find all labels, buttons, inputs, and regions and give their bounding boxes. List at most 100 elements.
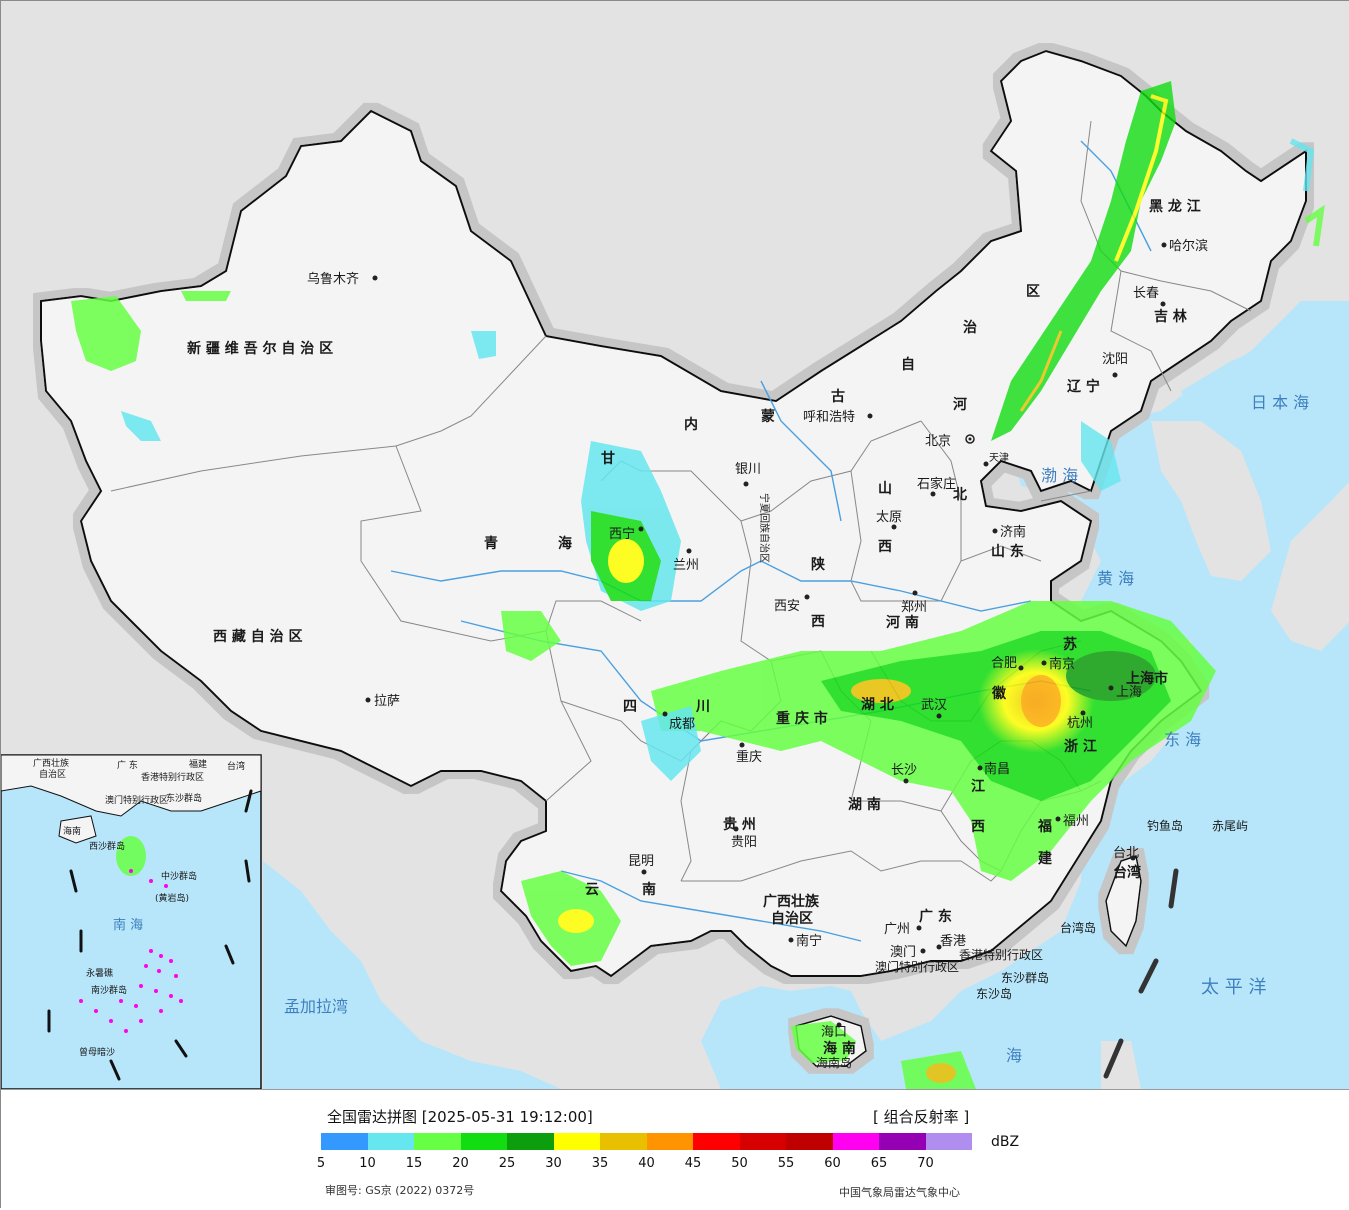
province-taiwan: 台湾 (1113, 864, 1141, 881)
province-qinghai-a: 青 (484, 535, 498, 552)
korea-peninsula (1151, 421, 1271, 581)
city-harbin: 哈尔滨 (1161, 238, 1208, 254)
svg-text:成都: 成都 (669, 717, 695, 732)
sar-labels: 宁夏回族自治区 香港特别行政区 澳门特别行政区 (758, 493, 1043, 974)
scale-swatch-15 (414, 1133, 461, 1150)
svg-text:西安: 西安 (774, 599, 800, 614)
inset-nanhai-label: 南 海 (113, 917, 143, 933)
legend-title: 全国雷达拼图 [2025-05-31 19:12:00] (327, 1108, 593, 1126)
city-xian: 西安 (774, 594, 810, 614)
city-beijing: 北京 (925, 434, 975, 449)
province-nmg-d: 自 (901, 356, 915, 373)
sea-yellow: 黄 海 (1097, 569, 1134, 588)
city-shenyang: 沈阳 (1102, 352, 1128, 378)
scale-tick-45: 45 (684, 1156, 702, 1171)
scale-swatch-55 (786, 1133, 833, 1150)
svg-text:上海: 上海 (1116, 685, 1142, 700)
city-haikou: 海口 (821, 1022, 847, 1040)
province-gansu: 甘 (601, 450, 615, 467)
scale-tick-5: 5 (316, 1156, 326, 1171)
island-taiwan: 台湾岛 (1060, 920, 1096, 935)
svg-text:武汉: 武汉 (921, 698, 947, 713)
svg-text:杭州: 杭州 (1067, 716, 1093, 731)
scale-tick-30: 30 (545, 1156, 562, 1171)
svg-text:乌鲁木齐: 乌鲁木齐 (307, 271, 359, 287)
sea-bengal: 孟加拉湾 (284, 997, 348, 1016)
city-fuzhou: 福州 (1055, 814, 1089, 829)
svg-text:北京: 北京 (925, 434, 951, 449)
city-chengdu: 成都 (662, 711, 695, 732)
scale-swatch-35 (600, 1133, 647, 1150)
svg-text:天津: 天津 (989, 452, 1009, 464)
province-nmg-a: 内 (684, 416, 698, 433)
scale-swatch-60 (832, 1133, 879, 1150)
svg-text:南宁: 南宁 (796, 933, 822, 949)
province-hainan: 海 南 (823, 1040, 856, 1057)
province-shaanxi-a: 陕 (811, 556, 825, 573)
province-fujian-a: 福 (1037, 818, 1052, 835)
province-hubei: 湖 北 (861, 697, 894, 713)
scale-swatch-45 (693, 1133, 740, 1150)
svg-text:昆明: 昆明 (628, 854, 654, 869)
city-nanning: 南宁 (788, 933, 822, 949)
credit-label: 中国气象局雷达气象中心 (839, 1186, 960, 1199)
legend-panel: 全国雷达拼图 [2025-05-31 19:12:00] [ 组合反射率 ] 5… (1, 1089, 1349, 1210)
province-yunnan-b: 南 (642, 881, 656, 898)
svg-text:西宁: 西宁 (609, 526, 635, 542)
sea-labels: 日 本 海 渤 海 黄 海 东 海 太 平 洋 孟加拉湾 海 (284, 393, 1309, 1065)
sea-south-main: 海 (1006, 1046, 1022, 1065)
scale-swatch-25 (507, 1133, 554, 1150)
inset-zhongsha-label: 中沙群岛 (161, 870, 197, 882)
svg-text:济南: 济南 (1000, 524, 1026, 540)
svg-text:拉萨: 拉萨 (374, 694, 400, 709)
sea-japan: 日 本 海 (1251, 393, 1309, 412)
scale-tick-35: 35 (591, 1156, 609, 1171)
province-macau: 澳门特别行政区 (875, 959, 959, 974)
city-yinchuan: 银川 (735, 462, 761, 487)
province-shandong: 山 东 (991, 543, 1024, 560)
city-xining: 西宁 (609, 526, 644, 542)
province-shaanxi-b: 西 (811, 614, 825, 630)
scale-tick-15: 15 (405, 1156, 423, 1171)
city-lanzhou: 兰州 (673, 548, 699, 573)
svg-text:兰州: 兰州 (673, 558, 699, 573)
inset-macau-label: 澳门特别行政区 (105, 794, 168, 806)
city-changchun: 长春 (1133, 286, 1166, 307)
province-jiangsu: 苏 (1063, 636, 1077, 653)
province-anhui: 徽 (991, 685, 1007, 702)
inset-huangyan-label: (黄岩岛) (155, 892, 189, 904)
province-nmg-c: 古 (831, 388, 845, 405)
island-hainan: 海南岛 (816, 1055, 852, 1070)
svg-text:合肥: 合肥 (991, 656, 1017, 671)
province-guangdong: 广 东 (919, 908, 952, 925)
bengal-sea-area (263, 861, 561, 1089)
province-shanghai: 上海市 (1126, 670, 1168, 687)
svg-text:台北: 台北 (1113, 846, 1139, 861)
inset-taiwan-label: 台湾 (227, 760, 245, 772)
svg-text:香港: 香港 (940, 934, 966, 949)
svg-text:广州: 广州 (884, 922, 910, 937)
radar-echoes (71, 81, 1325, 1089)
city-hohhot: 呼和浩特 (803, 410, 873, 425)
svg-text:南昌: 南昌 (984, 761, 1010, 777)
province-hebei: 北 (953, 487, 967, 503)
scale-swatch-65 (879, 1133, 926, 1150)
province-jiangxi-a: 江 (971, 778, 985, 795)
province-nmg-b: 蒙 (761, 408, 775, 425)
sea-east: 东 海 (1164, 730, 1201, 749)
scale-swatch-10 (367, 1133, 414, 1150)
province-nmg-e: 治 (963, 319, 977, 336)
city-nanchang: 南昌 (977, 761, 1010, 777)
city-lhasa: 拉萨 (365, 694, 400, 709)
scale-tick-60: 60 (824, 1156, 841, 1171)
city-zhengzhou: 郑州 (901, 590, 927, 615)
scale-tick-65: 65 (870, 1156, 888, 1171)
scale-tick-55: 55 (777, 1156, 795, 1171)
svg-text:银川: 银川 (735, 462, 761, 477)
island-dongsha-d: 东沙岛 (976, 986, 1012, 1001)
inset-zengmu-label: 曾母暗沙 (79, 1046, 115, 1058)
island-dongsha-qd: 东沙群岛 (1001, 970, 1049, 985)
city-shijiazhuang: 石家庄 (917, 476, 956, 497)
philippines (1101, 1041, 1141, 1089)
svg-text:郑州: 郑州 (901, 600, 927, 615)
